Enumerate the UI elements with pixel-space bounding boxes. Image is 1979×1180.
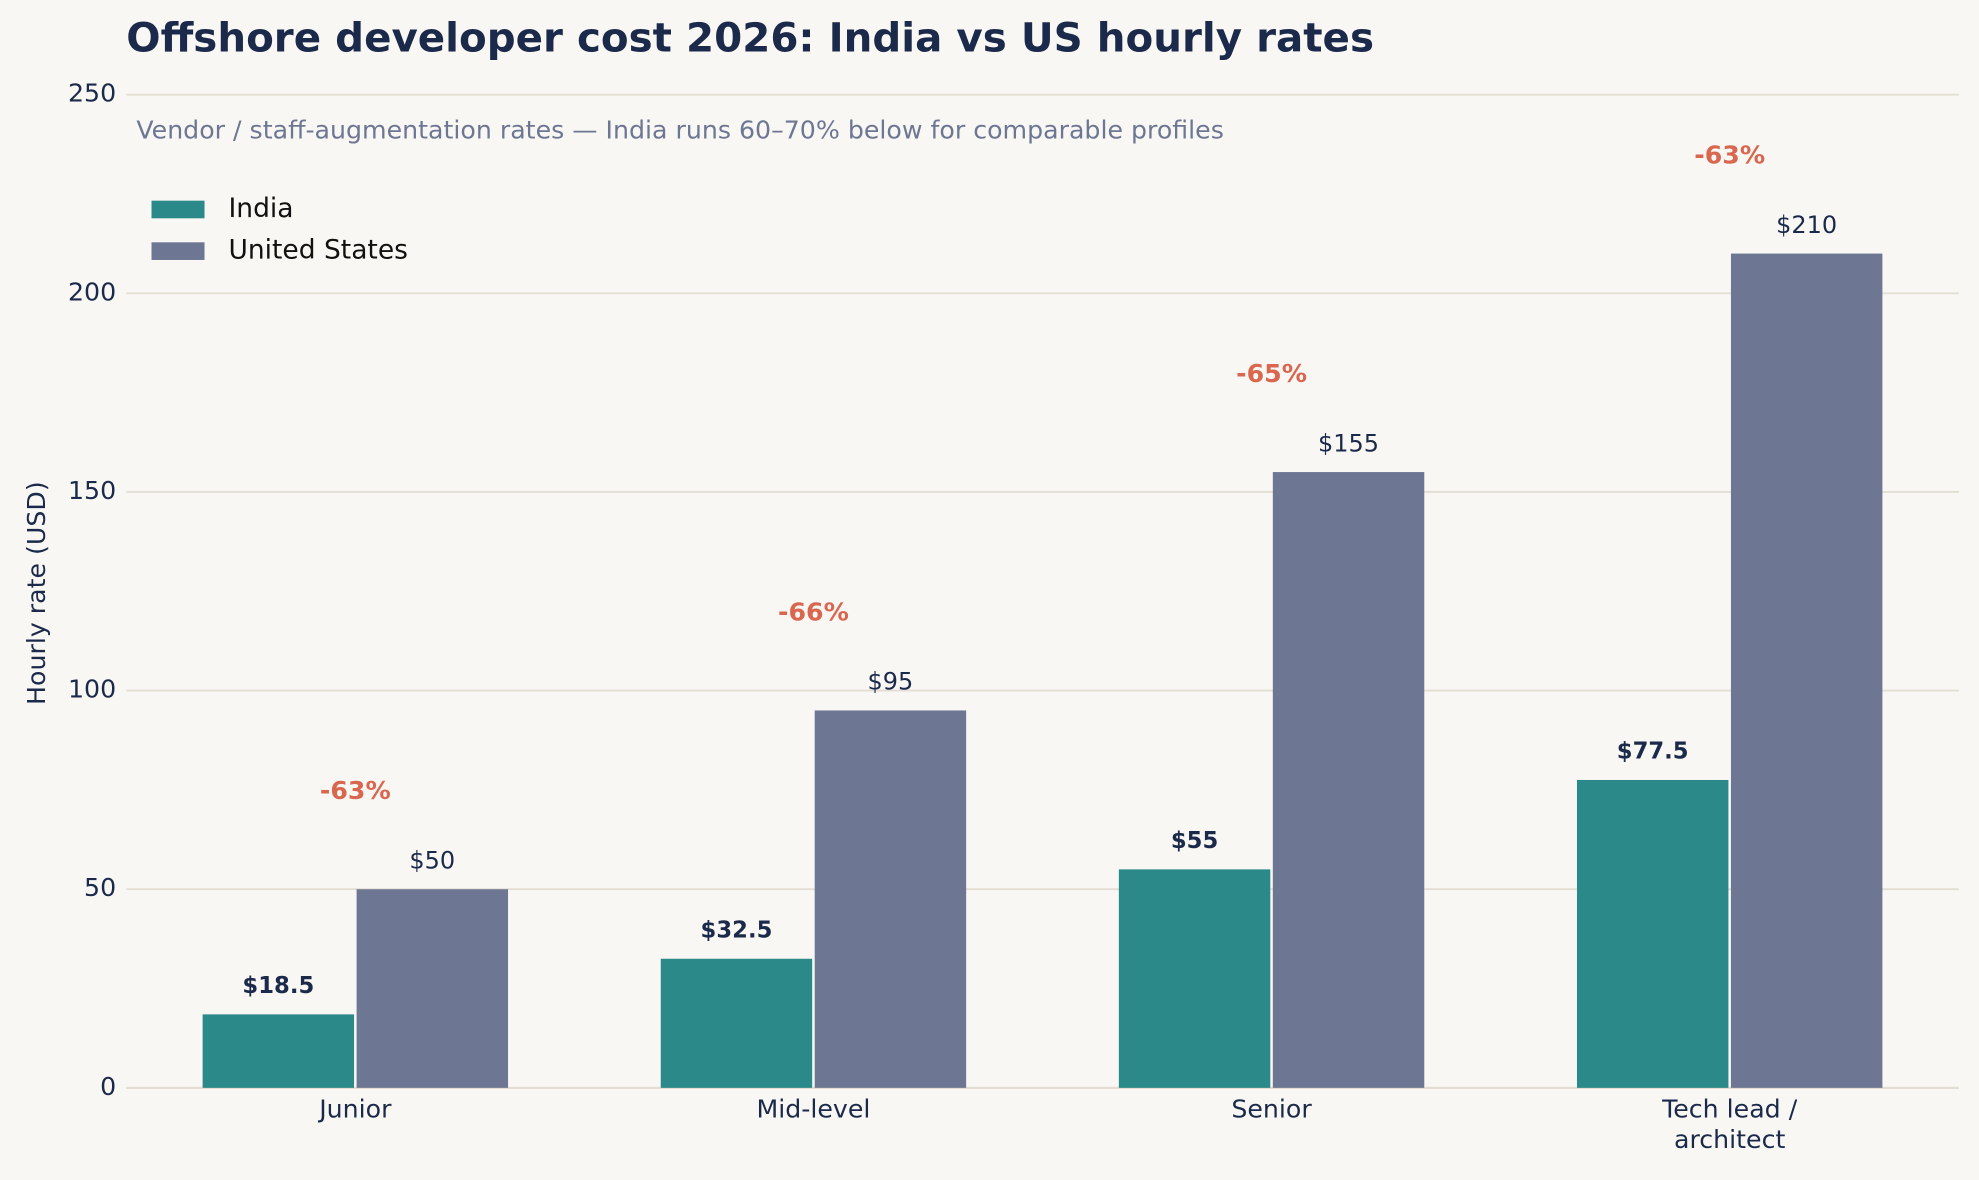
bar (1730, 253, 1883, 1088)
legend-swatch (151, 200, 205, 219)
y-tick-label: 0 (100, 1072, 116, 1101)
annotation: -66% (778, 597, 849, 626)
y-tick-label: 250 (68, 79, 116, 108)
x-tick-label: Tech lead / architect (1661, 1095, 1798, 1154)
data-label: $55 (1171, 828, 1218, 854)
annotation: -65% (1236, 359, 1307, 388)
data-label: $50 (409, 846, 455, 874)
data-label: $18.5 (242, 973, 314, 999)
bar (814, 710, 967, 1088)
x-tick-label: Mid-level (756, 1095, 870, 1124)
annotation: -63% (1694, 140, 1765, 169)
y-tick-label: 100 (68, 675, 116, 704)
legend-swatch (151, 242, 205, 260)
y-tick-label: 50 (84, 873, 116, 902)
y-axis-label: Hourly rate (USD) (22, 481, 51, 705)
bar (202, 1014, 355, 1088)
y-tick-label: 150 (68, 476, 116, 505)
legend-label: United States (228, 235, 407, 266)
annotation: -63% (320, 776, 391, 805)
data-label: $95 (868, 668, 914, 696)
data-label: $210 (1776, 211, 1837, 239)
bar (1576, 779, 1729, 1088)
chart-title: Offshore developer cost 2026: India vs U… (126, 14, 1374, 61)
x-tick-label: Senior (1231, 1095, 1312, 1124)
y-tick-label: 200 (68, 277, 116, 306)
bar (1272, 472, 1425, 1088)
x-tick-label: Junior (317, 1095, 392, 1124)
bar (356, 889, 509, 1088)
data-label: $77.5 (1617, 739, 1689, 765)
bar (1118, 869, 1271, 1088)
bar (660, 958, 813, 1088)
legend-label: India (228, 193, 293, 224)
data-label: $155 (1318, 429, 1379, 457)
chart-subtitle: Vendor / staff-augmentation rates — Indi… (136, 115, 1224, 144)
data-label: $32.5 (701, 917, 773, 943)
